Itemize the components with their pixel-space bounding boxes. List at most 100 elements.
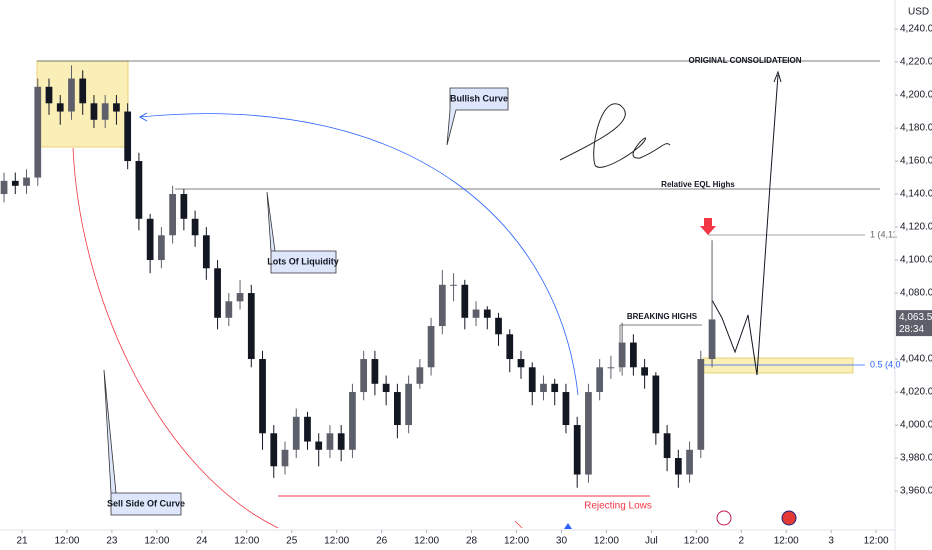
y-tick-label: 4,000.00 <box>900 420 932 431</box>
callout <box>266 191 337 274</box>
candle-body <box>45 86 53 104</box>
candle-body <box>124 111 132 162</box>
candle-body <box>146 218 154 261</box>
x-tick-label: 12:00 <box>774 536 799 547</box>
candle-body <box>315 441 323 450</box>
candle-body <box>169 194 176 236</box>
candle-body <box>438 284 446 327</box>
sell-curve <box>514 520 523 529</box>
candle-body <box>337 433 345 450</box>
candle-body <box>472 309 480 318</box>
candle-body <box>551 383 559 393</box>
candle-body <box>113 103 120 112</box>
bullish-curve <box>139 113 579 396</box>
candle-body <box>674 458 682 475</box>
x-tick-label: 12:00 <box>864 536 889 547</box>
candle-body <box>304 416 311 442</box>
candle-body <box>158 235 165 261</box>
candle-body <box>259 359 266 434</box>
callout <box>446 87 509 146</box>
candle-body <box>247 293 255 360</box>
y-tick-label: 4,140.00 <box>900 189 932 200</box>
candle-body <box>292 416 300 450</box>
annotation: Bullish Curve <box>450 93 508 103</box>
annotation: ORIGINAL CONSOLIDATEION <box>688 56 801 65</box>
fib-zone <box>702 357 854 374</box>
candle-body <box>708 319 716 360</box>
down-arrow <box>700 218 716 235</box>
candle-body <box>135 161 143 219</box>
x-tick-label: 23 <box>106 536 118 547</box>
candle-body <box>236 293 244 302</box>
candle-body <box>101 103 109 120</box>
candle-body <box>461 284 469 318</box>
candle-body <box>23 177 30 186</box>
candle-body <box>528 367 536 393</box>
candle-body <box>596 367 604 393</box>
candle-body <box>191 218 199 236</box>
candle-body <box>270 433 278 467</box>
x-tick-label: 21 <box>16 536 28 547</box>
x-tick-label: 26 <box>376 536 388 547</box>
candle-body <box>90 103 98 120</box>
y-tick-label: 4,080.00 <box>900 288 932 299</box>
x-tick-label: 28 <box>466 536 478 547</box>
y-tick-label: 4,040.00 <box>900 354 932 365</box>
arrow-head <box>138 112 148 122</box>
y-tick-label: 4,180.00 <box>900 123 932 134</box>
candle-body <box>405 383 412 426</box>
candle-body <box>585 392 592 475</box>
y-tick-label: 3,980.00 <box>900 453 932 464</box>
x-tick-label: 30 <box>556 536 568 547</box>
x-tick-label: 12:00 <box>414 536 439 547</box>
candle-body <box>11 180 19 186</box>
candle-body <box>281 449 289 467</box>
countdown: 28:34 <box>899 324 924 335</box>
fib-label: 0.5 (4,0 <box>870 359 901 369</box>
y-tick-label: 3,960.00 <box>900 486 932 497</box>
flag-icon <box>781 510 797 526</box>
candle-body <box>225 301 233 318</box>
candle-body <box>394 392 401 426</box>
price-tag-label: 4,063.59 <box>899 312 932 323</box>
price-tag <box>896 310 932 337</box>
event-icon <box>716 510 732 526</box>
candle-body <box>573 425 581 475</box>
candle-body <box>483 309 491 318</box>
candle-body <box>349 392 356 450</box>
candle-body <box>450 284 457 286</box>
candle-body <box>34 86 42 178</box>
candle-body <box>630 342 637 368</box>
x-tick-label: 12:00 <box>144 536 169 547</box>
candle-body <box>214 268 221 318</box>
x-tick-label: 3 <box>828 536 834 547</box>
candle-body <box>652 375 660 434</box>
annotation: BREAKING HIGHS <box>627 312 698 321</box>
x-tick-label: 12:00 <box>594 536 619 547</box>
currency: USD <box>908 7 929 18</box>
candle-body <box>540 383 547 393</box>
x-tick-label: 12:00 <box>324 536 349 547</box>
marker <box>564 523 572 529</box>
x-tick-label: 12:00 <box>54 536 79 547</box>
annotation: Relative EQL Highs <box>661 180 735 189</box>
candle-body <box>0 180 8 195</box>
candle-body <box>697 359 705 450</box>
projection-path <box>711 74 779 376</box>
candle-body <box>663 433 671 459</box>
sell-curve <box>72 147 279 529</box>
y-tick-label: 4,240.00 <box>900 24 932 35</box>
fib-label: 1 (4,11 <box>870 229 897 239</box>
annotation: Sell Side Of Curve <box>107 498 185 508</box>
candle-body <box>180 194 188 219</box>
candle-body <box>607 367 615 369</box>
annotation: Lots Of Liquidity <box>267 256 339 266</box>
x-tick-label: 12:00 <box>504 536 529 547</box>
candle-body <box>517 359 525 368</box>
candle-body <box>202 235 210 269</box>
candle-body <box>79 78 87 104</box>
candle-body <box>56 103 64 112</box>
x-tick-label: 24 <box>196 536 208 547</box>
